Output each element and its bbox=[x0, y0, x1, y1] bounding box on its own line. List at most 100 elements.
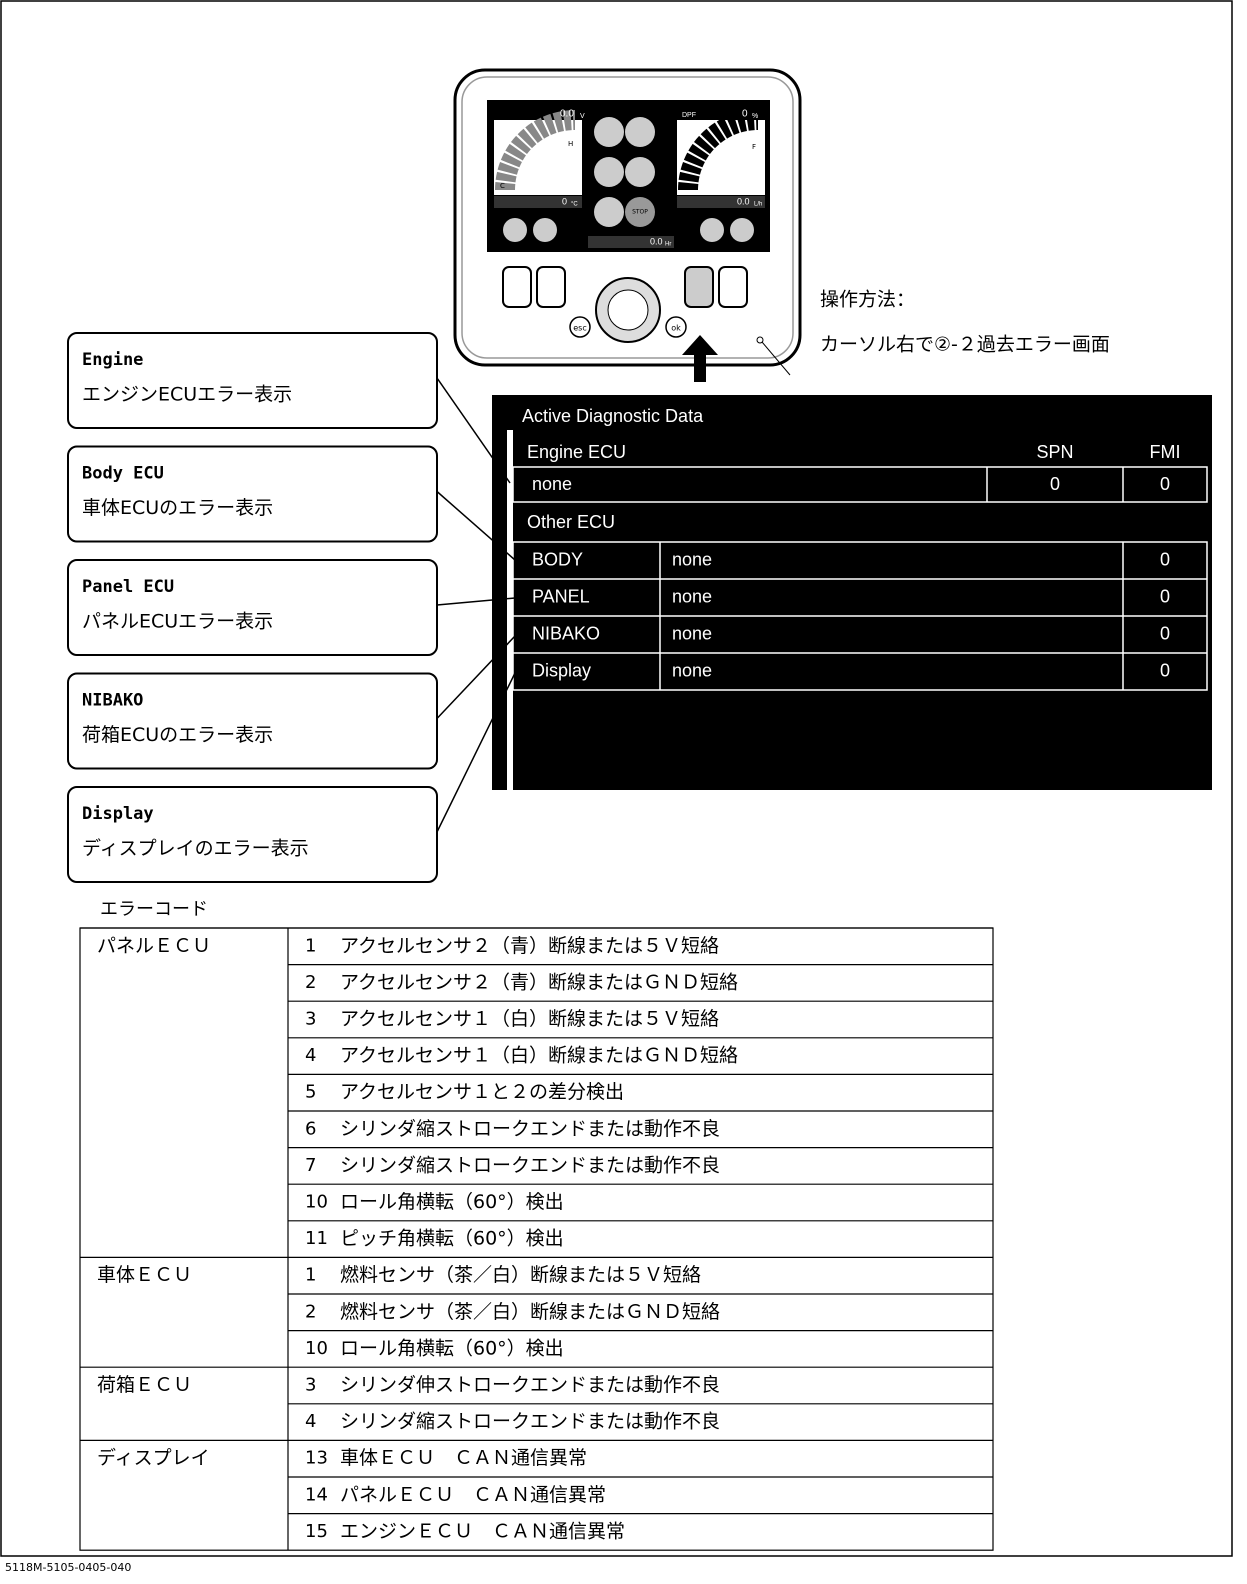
diag-cell: none bbox=[672, 586, 712, 606]
diag-header: Engine ECU bbox=[527, 442, 626, 462]
error-text: パネルＥＣＵ ＣＡＮ通信異常 bbox=[340, 1484, 606, 1506]
diag-cell: none bbox=[672, 549, 712, 569]
callout-text: パネルECUエラー表示 bbox=[82, 611, 273, 633]
error-code: 5 bbox=[305, 1082, 316, 1103]
ecu-name: ディスプレイ bbox=[97, 1447, 210, 1469]
screen-text: STOP bbox=[632, 209, 648, 216]
error-code: 4 bbox=[305, 1045, 316, 1066]
callout-text: 車体ECUのエラー表示 bbox=[82, 497, 273, 519]
screen-text: E bbox=[684, 182, 688, 190]
callout-box bbox=[67, 559, 438, 656]
error-text: アクセルセンサ２（青）断線またはＧＮＤ短絡 bbox=[340, 971, 738, 993]
screen-text: F bbox=[752, 143, 756, 151]
error-text: アクセルセンサ１と２の差分検出 bbox=[340, 1081, 624, 1103]
error-text: アクセルセンサ１（白）断線または５Ｖ短絡 bbox=[340, 1008, 719, 1030]
diag-cell: none bbox=[532, 474, 572, 494]
diag-cell: 0 bbox=[1160, 474, 1170, 494]
screen-text: V bbox=[580, 113, 585, 120]
diag-cell: PANEL bbox=[532, 586, 590, 606]
diagnostic-screen bbox=[492, 395, 1212, 790]
button-label: ok bbox=[671, 324, 681, 333]
error-code: 7 bbox=[305, 1155, 316, 1176]
error-code: 3 bbox=[305, 1375, 316, 1396]
callout-text: ディスプレイのエラー表示 bbox=[82, 838, 309, 860]
error-text: 燃料センサ（茶／白）断線またはＧＮＤ短絡 bbox=[340, 1301, 720, 1323]
error-code: 10 bbox=[305, 1192, 328, 1213]
error-text: ロール角横転（60°）検出 bbox=[340, 1191, 564, 1213]
callout-title: Panel ECU bbox=[82, 577, 174, 597]
diag-title: Active Diagnostic Data bbox=[522, 406, 704, 426]
error-text: シリンダ縮ストロークエンドまたは動作不良 bbox=[340, 1118, 720, 1140]
callout-title: NIBAKO bbox=[82, 691, 143, 711]
error-text: シリンダ縮ストロークエンドまたは動作不良 bbox=[340, 1154, 720, 1176]
instruction: 操作方法： bbox=[820, 289, 915, 311]
diag-header: FMI bbox=[1150, 442, 1181, 462]
scroll-bar bbox=[507, 430, 513, 790]
callout-box bbox=[67, 445, 438, 543]
error-text: 車体ＥＣＵ ＣＡＮ通信異常 bbox=[340, 1447, 587, 1469]
leader-line bbox=[436, 377, 511, 484]
callout-box bbox=[67, 332, 438, 429]
error-text: シリンダ縮ストロークエンドまたは動作不良 bbox=[340, 1411, 720, 1433]
error-text: ピッチ角横転（60°）検出 bbox=[340, 1228, 564, 1250]
error-code: 6 bbox=[305, 1118, 316, 1139]
ecu-name: 荷箱ＥＣＵ bbox=[97, 1374, 192, 1396]
screen-text: DPF bbox=[682, 112, 696, 119]
screen-text: 0 bbox=[562, 196, 567, 206]
error-code: 3 bbox=[305, 1009, 316, 1030]
footer: 5118M-5105-0405-040 bbox=[5, 1561, 131, 1574]
error-code: 13 bbox=[305, 1448, 328, 1469]
error-code: 2 bbox=[305, 972, 316, 993]
device: 0.0 V H C 0 °C DPF 0 % F E 0.0 L/h STOP … bbox=[453, 68, 802, 376]
screen-text: 0.0 bbox=[560, 109, 574, 120]
diag-cell: BODY bbox=[532, 549, 583, 569]
button-label: esc bbox=[573, 324, 587, 333]
error-text: シリンダ伸ストロークエンドまたは動作不良 bbox=[340, 1374, 720, 1396]
diag-header: SPN bbox=[1036, 442, 1073, 462]
diag-cell: NIBAKO bbox=[532, 623, 600, 643]
screen-text: L/h bbox=[754, 202, 762, 208]
error-code: 15 bbox=[305, 1521, 328, 1542]
callout-text: 荷箱ECUのエラー表示 bbox=[82, 724, 273, 746]
callout-title: Body ECU bbox=[82, 464, 164, 484]
ecu-name: パネルＥＣＵ bbox=[97, 935, 211, 957]
error-code: 4 bbox=[305, 1411, 316, 1432]
table-border bbox=[79, 927, 994, 1551]
screen-text: 0 bbox=[742, 109, 748, 120]
diag-cell: 0 bbox=[1160, 623, 1170, 643]
diag-cell: 0 bbox=[1160, 586, 1170, 606]
instruction: カーソル右で②-２過去エラー画面 bbox=[820, 334, 1110, 356]
diag-cell: 0 bbox=[1160, 660, 1170, 680]
page-border bbox=[0, 0, 1233, 1557]
leader-line bbox=[436, 635, 516, 720]
diag-cell: Display bbox=[532, 660, 591, 680]
error-code: 14 bbox=[305, 1484, 328, 1505]
diag-cell: 0 bbox=[1050, 474, 1060, 494]
screen-text: °C bbox=[571, 202, 578, 208]
error-code: 1 bbox=[305, 935, 316, 956]
screen-text: % bbox=[752, 113, 758, 120]
screen-text: 0.0 bbox=[650, 236, 663, 246]
leader-line bbox=[436, 597, 516, 606]
callout-text: エンジンECUエラー表示 bbox=[82, 384, 292, 406]
screen-text: 0.0 bbox=[737, 196, 750, 206]
diag-row bbox=[512, 466, 1208, 503]
error-text: 燃料センサ（茶／白）断線または５Ｖ短絡 bbox=[340, 1264, 701, 1286]
screen-text: Hr bbox=[665, 242, 671, 248]
callout-box bbox=[67, 672, 438, 770]
table-caption: エラーコード bbox=[100, 899, 208, 920]
error-code: 10 bbox=[305, 1338, 328, 1359]
error-code: 2 bbox=[305, 1301, 316, 1322]
screen-text: C bbox=[500, 182, 505, 190]
error-text: アクセルセンサ１（白）断線またはＧＮＤ短絡 bbox=[340, 1045, 738, 1067]
diag-cell: 0 bbox=[1160, 549, 1170, 569]
callout-title: Engine bbox=[82, 350, 143, 370]
leader-line bbox=[436, 672, 516, 833]
error-text: エンジンＥＣＵ ＣＡＮ通信異常 bbox=[340, 1520, 625, 1542]
diag-cell: none bbox=[672, 660, 712, 680]
ecu-name: 車体ＥＣＵ bbox=[97, 1264, 192, 1286]
leader-line bbox=[436, 490, 516, 561]
error-code: 11 bbox=[305, 1228, 328, 1249]
arrow bbox=[682, 335, 718, 382]
